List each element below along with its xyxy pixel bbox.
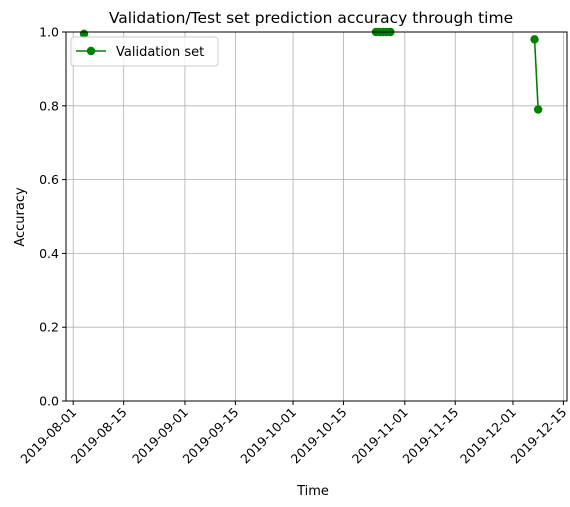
y-tick-label: 1.0 xyxy=(39,25,59,40)
legend: Validation set xyxy=(70,36,219,67)
data-point-validation xyxy=(530,35,539,44)
y-axis-label: Accuracy xyxy=(13,187,28,247)
plot-frame xyxy=(65,31,568,402)
legend-label-validation: Validation set xyxy=(116,45,204,60)
series-line-validation xyxy=(533,39,539,110)
legend-marker-validation xyxy=(86,46,96,56)
y-tick-label: 0.8 xyxy=(39,98,59,113)
y-axis-ticks: 0.0 0.2 0.4 0.6 0.8 1.0 xyxy=(39,25,66,409)
y-tick-label: 0.2 xyxy=(39,320,59,335)
data-point-validation xyxy=(533,105,543,114)
y-tick-label: 0.6 xyxy=(39,172,59,187)
grid-lines xyxy=(66,31,567,402)
y-tick-label: 0.4 xyxy=(39,246,59,261)
chart-title: Validation/Test set prediction accuracy … xyxy=(109,9,513,27)
legend-box xyxy=(70,36,219,67)
x-axis-label: Time xyxy=(296,484,329,499)
y-tick-label: 0.0 xyxy=(39,394,59,409)
